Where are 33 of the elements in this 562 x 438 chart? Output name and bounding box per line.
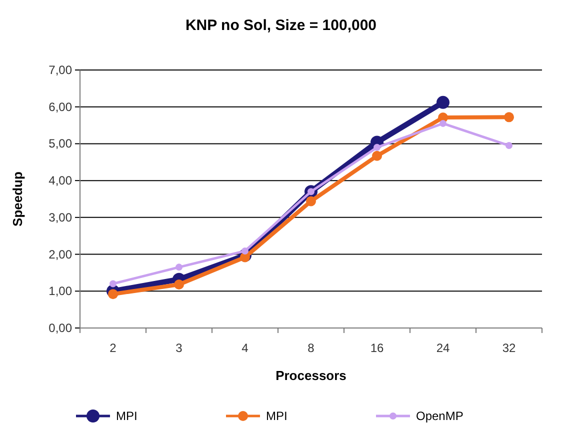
legend-label: MPI: [116, 409, 138, 423]
x-tick-label: 3: [176, 341, 183, 355]
x-axis-title: Processors: [276, 368, 346, 383]
point: [440, 120, 446, 127]
x-tick-label: 32: [502, 341, 516, 355]
point: [504, 112, 514, 122]
point: [242, 247, 248, 254]
x-tick-label: 24: [436, 341, 450, 355]
legend-label: MPI: [266, 409, 288, 423]
y-tick-label: 7,00: [48, 63, 72, 77]
legend-label: OpenMP: [416, 409, 464, 423]
x-tick-label: 4: [242, 341, 249, 355]
point: [374, 144, 380, 151]
point: [108, 289, 118, 300]
x-tick-label: 8: [308, 341, 315, 355]
y-tick-label: 3,00: [48, 210, 72, 224]
point: [372, 150, 382, 161]
y-axis-title: Speedup: [10, 172, 25, 226]
y-tick-label: 4,00: [48, 174, 72, 188]
x-tick-label: 16: [370, 341, 384, 355]
point: [306, 196, 316, 206]
y-tick-label: 5,00: [48, 136, 72, 151]
y-tick-label: 2,00: [48, 247, 72, 262]
point: [176, 264, 182, 271]
y-tick-label: 0,00: [48, 321, 72, 335]
point: [436, 96, 450, 109]
chart-title: KNP no Sol, Size = 100,000: [185, 17, 377, 34]
x-tick-label: 2: [110, 341, 117, 355]
y-tick-label: 6,00: [48, 100, 72, 114]
y-tick-label: 1,00: [48, 284, 72, 298]
point: [110, 280, 116, 288]
point: [174, 280, 184, 290]
point: [506, 142, 512, 150]
